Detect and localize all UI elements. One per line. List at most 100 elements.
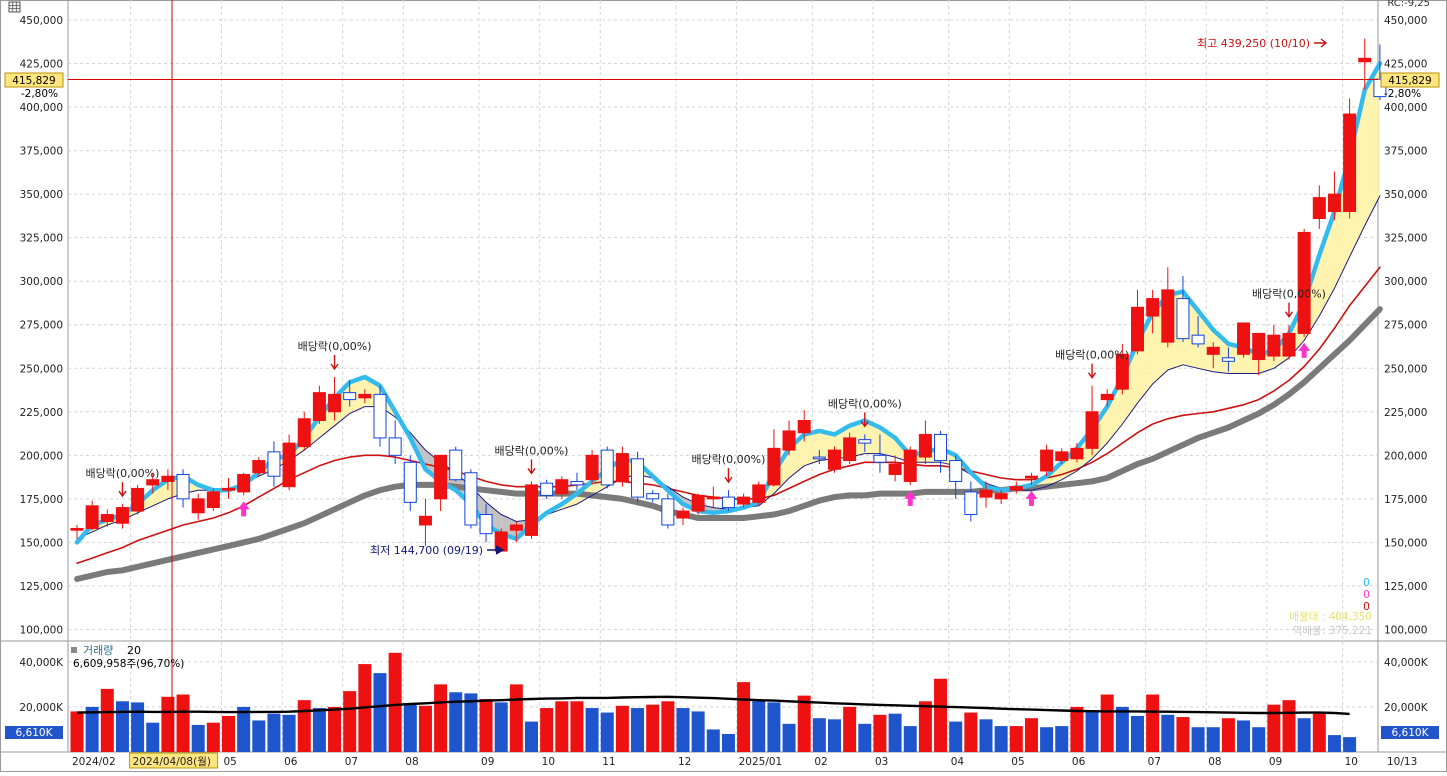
y-tick-right: 425,000 bbox=[1384, 59, 1427, 71]
y-tick-left: 300,000 bbox=[20, 276, 63, 288]
volume-bar bbox=[1191, 727, 1205, 752]
volume-bar bbox=[1100, 694, 1114, 752]
volume-bar bbox=[1070, 706, 1084, 752]
volume-bar bbox=[328, 706, 342, 752]
candle-body bbox=[176, 473, 190, 500]
volume-bar bbox=[343, 691, 357, 752]
volume-bar bbox=[615, 705, 629, 752]
candle-body bbox=[1131, 306, 1144, 352]
x-tick-label: 2025/01 bbox=[739, 756, 783, 768]
dividend-arrow bbox=[527, 459, 536, 475]
candle-body bbox=[752, 484, 766, 503]
candle-body bbox=[449, 449, 463, 481]
volume-bar bbox=[767, 702, 781, 752]
high-arrow bbox=[1314, 38, 1328, 48]
volume-bar bbox=[176, 694, 190, 752]
y-tick-right: 350,000 bbox=[1384, 189, 1427, 201]
candle-body bbox=[206, 491, 220, 509]
ma-gray-line bbox=[74, 306, 1383, 582]
y-tick-left: 125,000 bbox=[20, 581, 63, 593]
x-tick-label: 10/13 bbox=[1387, 756, 1417, 768]
volume-bar bbox=[222, 715, 235, 752]
y-tick-left: 225,000 bbox=[20, 407, 63, 419]
candle-body bbox=[403, 461, 417, 503]
x-tick-label: 08 bbox=[1208, 756, 1221, 768]
candle-body bbox=[1070, 447, 1084, 460]
x-tick-label: 12 bbox=[678, 756, 691, 768]
legend-count-2: 0 bbox=[1363, 588, 1370, 601]
x-tick-label: 06 bbox=[284, 756, 298, 768]
y-tick-right: 125,000 bbox=[1384, 581, 1427, 593]
volume-bar bbox=[1055, 726, 1069, 752]
candle-body bbox=[418, 515, 432, 526]
candle-body bbox=[934, 433, 948, 462]
volume-bar bbox=[752, 700, 766, 752]
candle-body bbox=[615, 453, 629, 482]
candle-body bbox=[737, 496, 751, 505]
candle-body bbox=[1161, 289, 1175, 343]
x-tick-label: 2024/02 bbox=[72, 756, 116, 768]
volume-bar bbox=[934, 678, 948, 752]
volume-tick-right: 20,000K bbox=[1384, 702, 1429, 714]
candle-body bbox=[873, 454, 887, 463]
candle-body bbox=[267, 451, 281, 477]
volume-bar bbox=[312, 708, 326, 752]
volume-bar bbox=[1161, 714, 1175, 752]
dividend-arrow bbox=[1284, 302, 1294, 318]
candle-body bbox=[252, 460, 266, 474]
volume-bar bbox=[585, 708, 599, 752]
volume-bar bbox=[70, 711, 84, 752]
volume-current-right: 6,610K bbox=[1392, 727, 1430, 739]
volume-bar bbox=[782, 723, 796, 752]
y-tick-right: 325,000 bbox=[1384, 233, 1427, 245]
low-arrow bbox=[487, 545, 505, 555]
volume-bar bbox=[994, 726, 1008, 752]
volume-bar bbox=[1040, 727, 1054, 752]
volume-bar bbox=[1024, 718, 1038, 752]
candle-body bbox=[843, 437, 857, 462]
volume-bar bbox=[115, 701, 129, 752]
volume-bar bbox=[479, 699, 493, 752]
candle-body bbox=[661, 498, 675, 526]
volume-bar bbox=[297, 700, 311, 752]
candle-body bbox=[464, 472, 478, 526]
y-tick-left: 375,000 bbox=[20, 146, 63, 158]
dividend-label: 배당락(0,00%) bbox=[495, 444, 569, 457]
grid-icon[interactable] bbox=[8, 1, 21, 13]
ma-band-segment bbox=[1107, 376, 1123, 444]
y-tick-left: 275,000 bbox=[20, 320, 63, 332]
legend-buy: 매물대 : 404,350 bbox=[1289, 611, 1372, 623]
ma-navy-line bbox=[76, 195, 1381, 540]
candle-body bbox=[918, 433, 932, 458]
y-tick-right: 225,000 bbox=[1384, 407, 1427, 419]
volume-bar bbox=[1237, 720, 1251, 752]
dividend-label: 배당락(0,00%) bbox=[692, 453, 766, 466]
current-change-right: -2,80% bbox=[1384, 88, 1421, 100]
volume-bars bbox=[70, 652, 1357, 752]
volume-bar bbox=[464, 693, 478, 752]
ma-band-segment bbox=[864, 420, 880, 454]
volume-bar bbox=[676, 708, 690, 752]
pink-up-arrow bbox=[904, 490, 917, 506]
x-tick-label: 04 bbox=[951, 756, 965, 768]
volume-tick-left: 40,000K bbox=[19, 657, 64, 669]
volume-bar bbox=[206, 722, 220, 752]
x-tick-label: 11 bbox=[602, 756, 615, 768]
volume-tag-right: 6,610K 96,70% bbox=[1381, 726, 1439, 751]
candle-body bbox=[131, 487, 145, 512]
candle-body bbox=[949, 460, 963, 482]
volume-bar bbox=[1282, 700, 1296, 752]
volume-bar bbox=[85, 706, 99, 752]
volume-bar bbox=[1146, 694, 1160, 752]
candle-body bbox=[282, 442, 296, 488]
grid-lines bbox=[68, 0, 1378, 752]
y-tick-right: 200,000 bbox=[1384, 450, 1427, 462]
candle-body bbox=[767, 447, 781, 486]
volume-bar bbox=[131, 702, 145, 752]
volume-bar bbox=[903, 726, 917, 752]
annotations: 배당락(0,00%) 배당락(0,00%) 배당락(0,00%) 배당락(0,00%)… bbox=[68, 0, 1378, 752]
x-tick-highlight bbox=[129, 752, 219, 769]
candle-body bbox=[797, 419, 811, 434]
